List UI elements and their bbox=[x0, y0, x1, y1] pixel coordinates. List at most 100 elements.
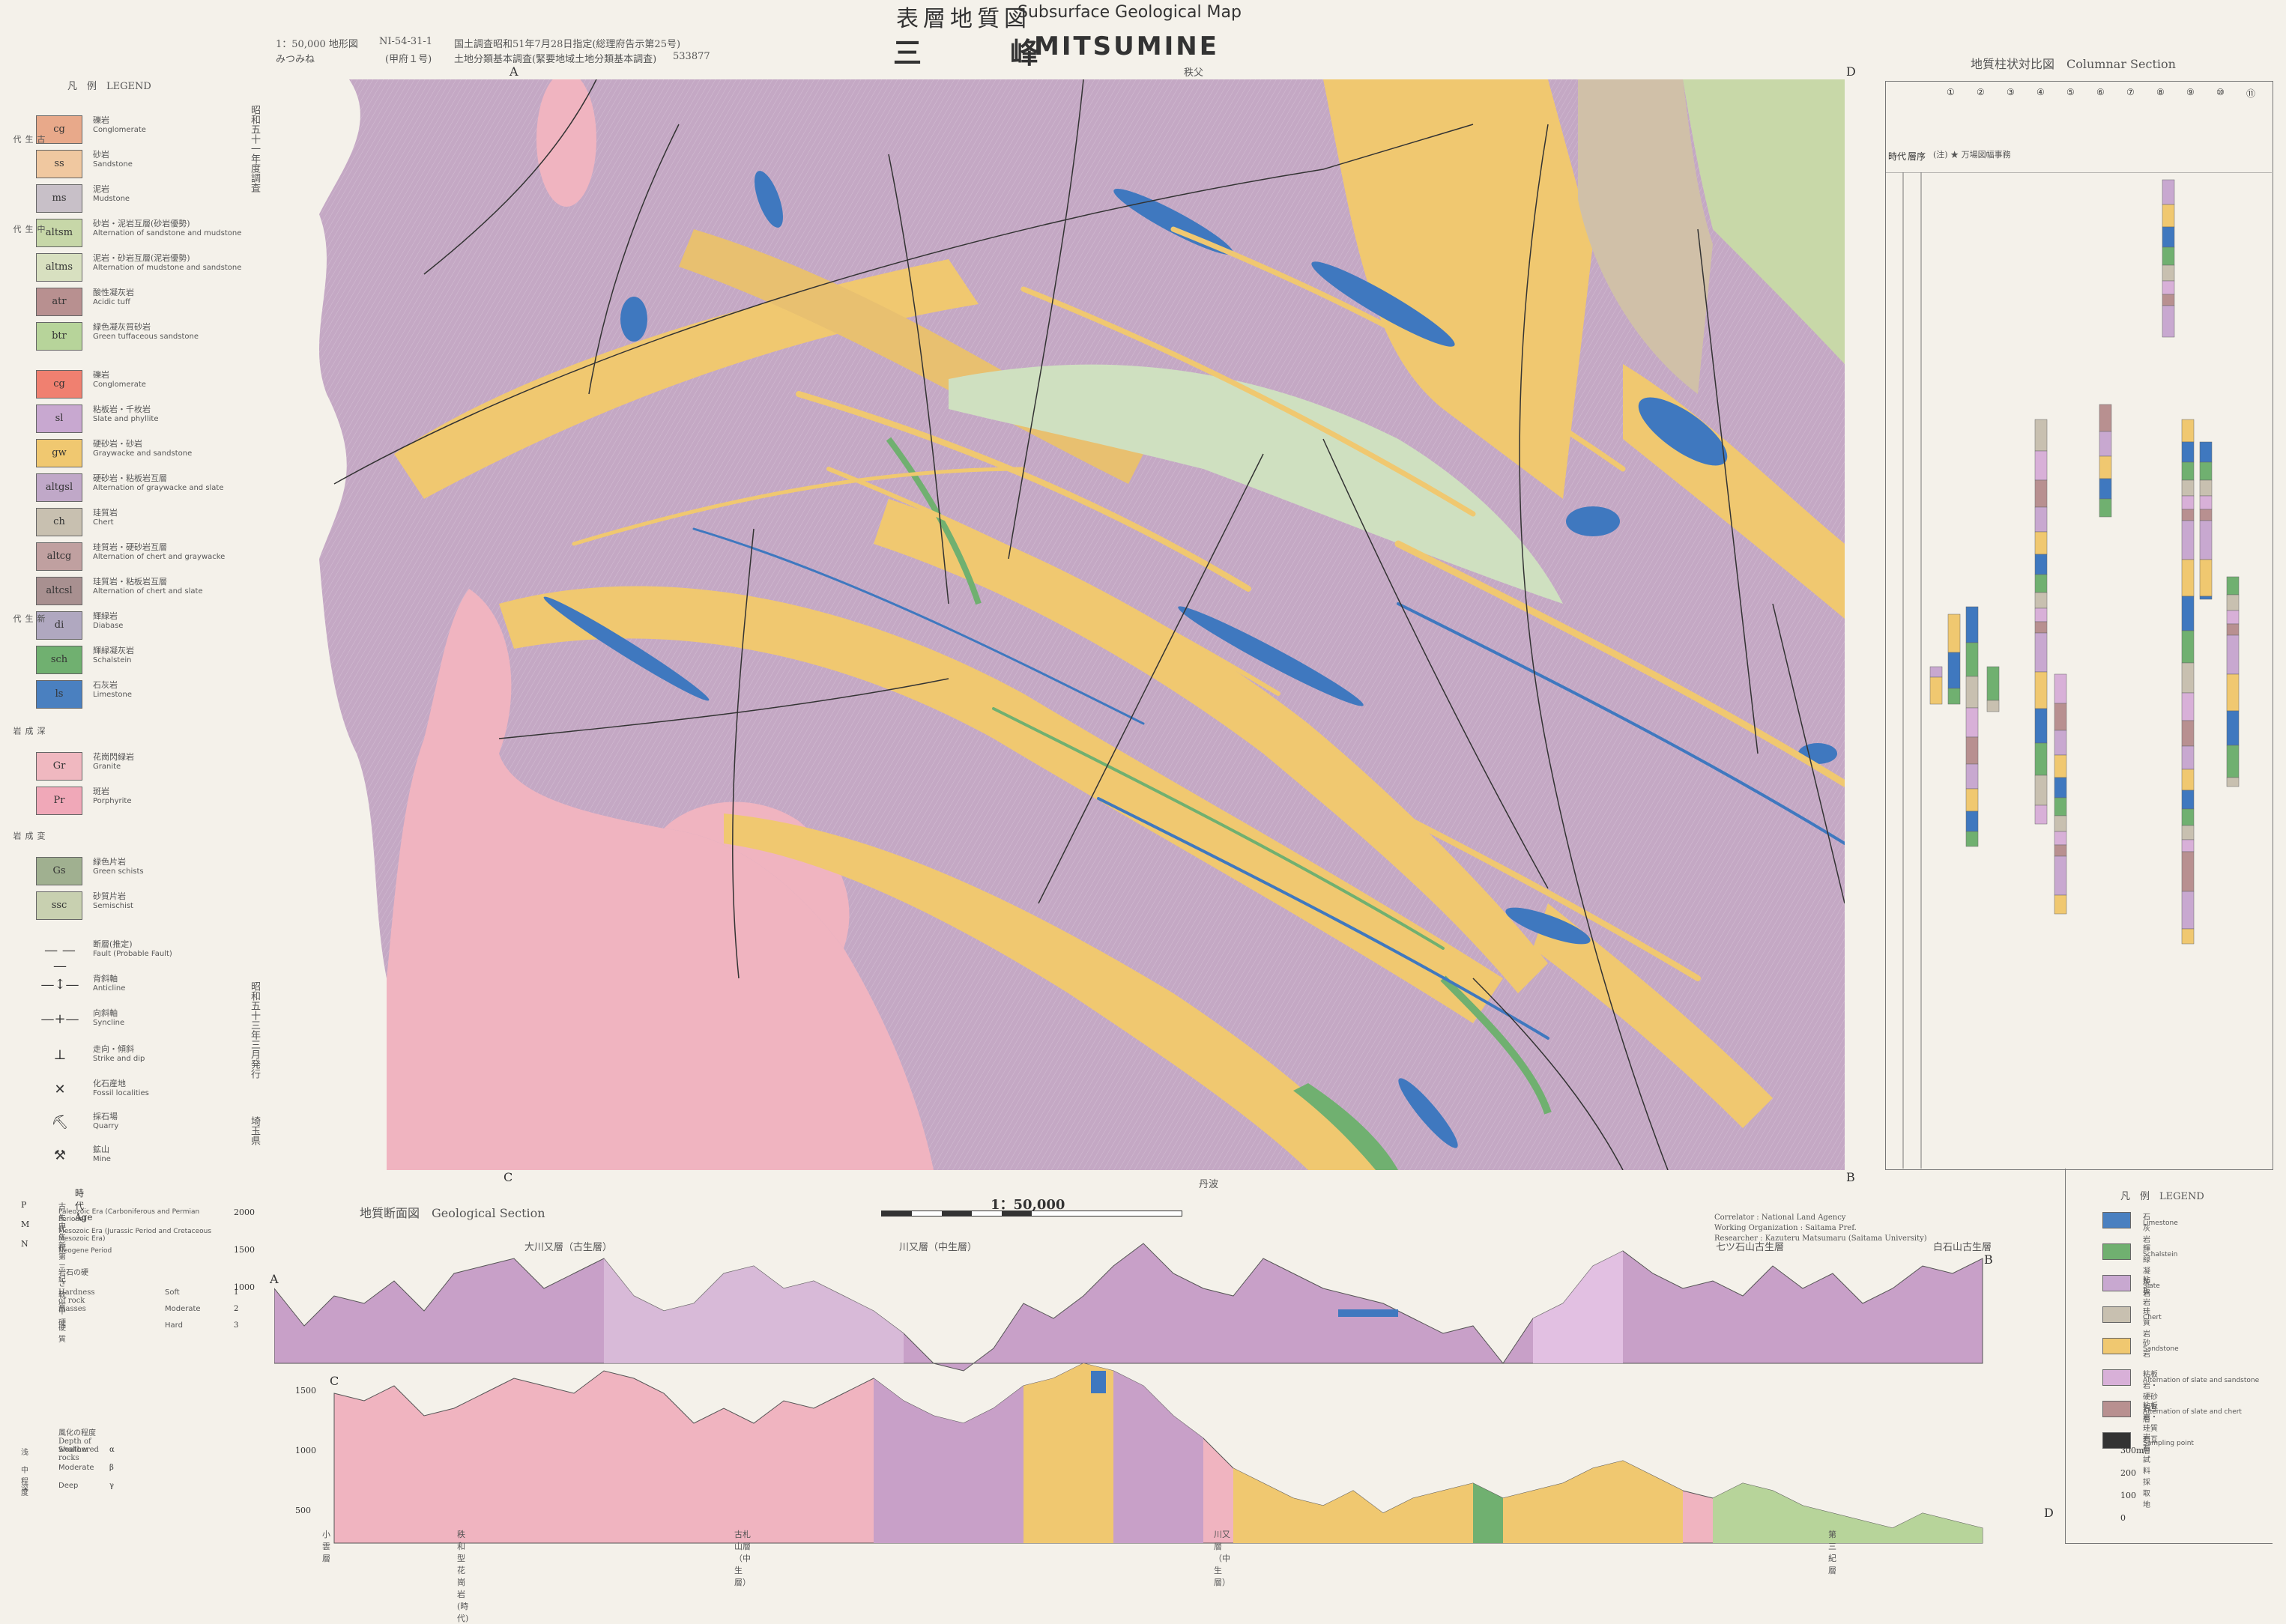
legend-label-jp: 礫岩 bbox=[93, 115, 109, 125]
legend-swatch: ms bbox=[36, 184, 82, 213]
section-bottom-label: 小雲層 bbox=[322, 1530, 330, 1563]
legend-item: cg 礫岩 Conglomerate bbox=[30, 112, 270, 147]
legend-item: Gr 花崗閃緑岩 Granite bbox=[30, 749, 270, 784]
legend-label-en: Alternation of mudstone and sandstone bbox=[93, 264, 242, 272]
columnar-stratum bbox=[2181, 891, 2195, 930]
columnar-legend-en: Slate bbox=[2143, 1282, 2160, 1290]
legend-symbol-jp: 化石産地 bbox=[93, 1079, 126, 1088]
columnar-stratum bbox=[2199, 596, 2213, 600]
columnar-stratum bbox=[2034, 419, 2048, 452]
section-bottom-label: 秩和型花崗岩(時代) bbox=[457, 1530, 469, 1623]
legend-item: altms 泥岩・砂岩互層(泥岩優勢) Alternation of mudston… bbox=[30, 250, 270, 285]
section-bottom-label: 川又層（中生層） bbox=[1214, 1530, 1230, 1587]
section-end-a: A bbox=[270, 1272, 279, 1286]
legend-swatch: altms bbox=[36, 253, 82, 282]
legend-swatch: di bbox=[36, 611, 82, 640]
legend-label-jp: 輝緑凝灰岩 bbox=[93, 646, 134, 655]
legend-item: altgsl 硬砂岩・粘板岩互層 Alternation of graywacke … bbox=[30, 470, 270, 505]
columnar-stratum bbox=[2181, 745, 2195, 770]
columnar-column-number: ⑪ bbox=[2246, 88, 2256, 99]
age-code: P bbox=[21, 1200, 27, 1210]
columnar-stratum bbox=[2199, 495, 2213, 510]
section-end-b: B bbox=[1984, 1252, 1993, 1267]
columnar-stratum bbox=[2162, 264, 2175, 282]
columnar-legend-jp: 粘板岩・珪質岩互層 bbox=[2143, 1402, 2158, 1455]
legend-symbol-en: Anticline bbox=[93, 984, 126, 993]
section-y-tick: 1500 bbox=[295, 1386, 316, 1396]
section-end-c: C bbox=[330, 1374, 339, 1388]
columnar-legend-en: Limestone bbox=[2143, 1219, 2178, 1227]
columnar-stratum bbox=[2226, 777, 2240, 787]
hardness-num: 1 bbox=[234, 1288, 239, 1297]
columnar-stratum bbox=[2034, 775, 2048, 806]
legend-symbol-icon: ✕ bbox=[54, 1082, 66, 1097]
bottom-margin-text: 丹波 bbox=[1199, 1179, 1219, 1190]
columnar-stratum bbox=[2034, 592, 2048, 609]
legend-swatch: ssc bbox=[36, 891, 82, 920]
columnar-stratum bbox=[2099, 455, 2112, 479]
age-en: Mesozoic Era (Jurassic Period and Cretac… bbox=[58, 1228, 212, 1243]
legend-swatch: cg bbox=[36, 370, 82, 399]
columnar-stratum bbox=[2226, 594, 2240, 611]
columnar-stratum bbox=[2181, 692, 2195, 721]
legend-item: ch 珪質岩 Chert bbox=[30, 505, 270, 539]
legend-item: Pr 斑岩 Porphyrite bbox=[30, 784, 270, 818]
columnar-column-number: ① bbox=[1947, 87, 1955, 97]
age-en: Paleozoic Era (Carboniferous and Permian… bbox=[58, 1208, 200, 1223]
columnar-stratum bbox=[2054, 703, 2067, 731]
columnar-column-number: ⑨ bbox=[2186, 87, 2195, 97]
columnar-column-number: ③ bbox=[2007, 87, 2015, 97]
legend-label-en: Diabase bbox=[93, 622, 124, 630]
columnar-stratum bbox=[2181, 479, 2195, 497]
legend-symbol-jp: 採石場 bbox=[93, 1112, 118, 1121]
legend-label-en: Granite bbox=[93, 763, 121, 771]
section-y-tick: 500 bbox=[295, 1506, 311, 1515]
legend-swatch: atr bbox=[36, 288, 82, 316]
legend-label-en: Alternation of chert and slate bbox=[93, 587, 203, 596]
legend-symbol: —+— 向斜軸 Syncline bbox=[30, 1005, 270, 1050]
columnar-stratum bbox=[2054, 730, 2067, 756]
legend-label-en: Slate and phyllite bbox=[93, 415, 159, 423]
columnar-column-number: ⑩ bbox=[2216, 87, 2225, 97]
columnar-legend-jp: 石灰岩 bbox=[2143, 1214, 2150, 1244]
columnar-stratum bbox=[2181, 851, 2195, 892]
legend-symbol: ⊥ 走向・傾斜 Strike and dip bbox=[30, 1041, 270, 1086]
columnar-stratum bbox=[1965, 676, 1979, 709]
columnar-header-formation: 層序 bbox=[1908, 151, 1926, 162]
columnar-scale-tick: 0 bbox=[2120, 1513, 2126, 1523]
legend-label-en: Conglomerate bbox=[93, 381, 146, 389]
columnar-stratum bbox=[1947, 688, 1961, 705]
columnar-stratum bbox=[2199, 509, 2213, 521]
section-label-3: 七ツ石山古生層 bbox=[1716, 1242, 1785, 1253]
legend-label-jp: 泥岩・砂岩互層(泥岩優勢) bbox=[93, 253, 190, 263]
columnar-legend-en: Alternation of slate and sandstone bbox=[2143, 1377, 2260, 1384]
columnar-stratum bbox=[2199, 441, 2213, 463]
columnar-legend-jp: 砂岩 bbox=[2143, 1339, 2150, 1359]
legend-item: altsm 砂岩・泥岩互層(砂岩優勢) Alternation of sandsto… bbox=[30, 216, 270, 250]
section-label-2: 川又層（中生層） bbox=[899, 1242, 978, 1253]
legend-title: 凡 例 LEGEND bbox=[67, 81, 151, 92]
columnar-legend-en: Alternation of slate and chert bbox=[2143, 1408, 2242, 1416]
legend-label-en: Alternation of chert and graywacke bbox=[93, 553, 226, 561]
legend-item: di 輝緑岩 Diabase bbox=[30, 608, 270, 643]
columnar-stratum bbox=[2054, 815, 2067, 832]
legend-symbol-icon: ⛏ bbox=[51, 1115, 69, 1130]
columnar-scale-tick: 100 bbox=[2120, 1491, 2136, 1500]
hardness-jp: 硬質 bbox=[58, 1324, 66, 1344]
columnar-legend-swatch bbox=[2102, 1275, 2131, 1291]
columnar-stratum bbox=[2199, 520, 2213, 560]
columnar-stratum bbox=[2199, 559, 2213, 597]
legend-item: altcsl 珪質岩・粘板岩互層 Alternation of chert and … bbox=[30, 574, 270, 608]
columnar-stratum bbox=[2034, 742, 2048, 776]
columnar-stratum bbox=[2162, 280, 2175, 295]
legend-symbol-icon: ⊥ bbox=[53, 1047, 67, 1063]
legend-label-jp: 酸性凝灰岩 bbox=[93, 288, 134, 297]
legend-symbol-jp: 鉱山 bbox=[93, 1145, 109, 1154]
legend-symbol-en: Fossil localities bbox=[93, 1089, 149, 1097]
legend-symbol-jp: 断層(推定) bbox=[93, 939, 133, 949]
columnar-stratum bbox=[2226, 745, 2240, 778]
legend-symbol-icon: — — — bbox=[44, 942, 76, 974]
legend-label-jp: 粘板岩・千枚岩 bbox=[93, 405, 151, 414]
map-corner-a: A bbox=[509, 64, 518, 79]
legend-swatch: Pr bbox=[36, 787, 82, 815]
